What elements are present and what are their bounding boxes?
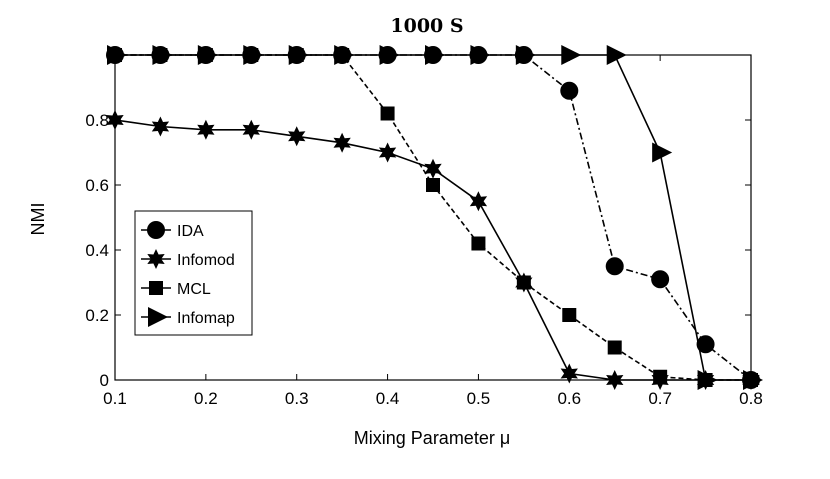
data-point-mcl (653, 369, 668, 384)
data-point-mcl (516, 275, 531, 290)
data-point-infomod (333, 132, 351, 153)
data-point-infomod (288, 126, 306, 147)
legend: IDA Infomod MCL Infomap (134, 210, 253, 336)
data-point-infomap (470, 45, 491, 65)
data-point-infomap (379, 45, 400, 65)
series-infomap (107, 45, 763, 390)
y-tick-label: 0 (100, 371, 109, 390)
legend-marker-infomod (147, 249, 165, 269)
data-point-infomod (151, 116, 170, 137)
data-point-ida (651, 270, 670, 289)
x-tick-label: 0.2 (194, 389, 218, 408)
data-point-infomap (743, 370, 763, 390)
y-tick-label: 0.8 (85, 111, 109, 130)
data-point-infomap (561, 45, 582, 65)
data-point-mcl (380, 106, 395, 121)
data-point-ida (560, 81, 579, 100)
data-point-infomap (152, 45, 173, 65)
legend-label-ida: IDA (177, 223, 204, 240)
data-point-infomod (242, 119, 260, 140)
series-group (106, 45, 763, 390)
x-tick-label: 0.7 (648, 389, 672, 408)
data-point-infomap (334, 45, 355, 65)
x-axis-label: Mixing Parameter μ (354, 428, 510, 448)
x-tick-label: 0.1 (103, 389, 127, 408)
data-point-infomap (425, 45, 445, 65)
y-tick-label: 0.6 (85, 176, 109, 195)
legend-label-infomap: Infomap (177, 310, 235, 327)
data-point-infomap (515, 45, 536, 65)
data-point-ida (605, 257, 624, 276)
data-point-infomod (469, 191, 488, 212)
data-point-mcl (471, 236, 486, 251)
data-point-infomap (652, 142, 673, 163)
chart-title: 1000 S (390, 15, 463, 37)
data-point-infomap (697, 370, 718, 390)
data-point-infomap (197, 45, 218, 65)
data-point-infomod (378, 142, 397, 163)
data-point-mcl (607, 340, 622, 355)
x-tick-label: 0.8 (739, 389, 763, 408)
axis-ticks: 0.1 0.2 0.3 0.4 0.5 0.6 0.7 0.8 0 0.2 0.4 0.6 0.8 (85, 55, 763, 408)
legend-marker-mcl (149, 281, 163, 295)
data-point-infomap (107, 45, 127, 65)
legend-marker-infomap (148, 307, 168, 327)
data-point-infomap (606, 45, 627, 65)
y-tick-label: 0.2 (85, 306, 109, 325)
legend-marker-ida (147, 221, 165, 239)
data-point-infomod (606, 370, 624, 390)
y-axis-label: NMI (28, 203, 48, 236)
data-point-infomap (243, 45, 264, 65)
legend-label-infomod: Infomod (177, 252, 235, 269)
x-tick-label: 0.4 (376, 389, 400, 408)
x-tick-label: 0.5 (467, 389, 491, 408)
y-tick-label: 0.4 (85, 241, 109, 260)
data-point-infomod (424, 158, 442, 179)
data-point-infomap (288, 45, 309, 65)
data-point-infomod (197, 119, 215, 140)
data-point-mcl (426, 178, 440, 192)
data-point-ida (696, 335, 715, 354)
x-tick-label: 0.3 (285, 389, 309, 408)
x-tick-label: 0.6 (557, 389, 581, 408)
data-point-infomod (106, 110, 124, 130)
data-point-mcl (562, 308, 577, 322)
data-point-infomod (560, 363, 578, 384)
legend-label-mcl: MCL (177, 281, 211, 298)
